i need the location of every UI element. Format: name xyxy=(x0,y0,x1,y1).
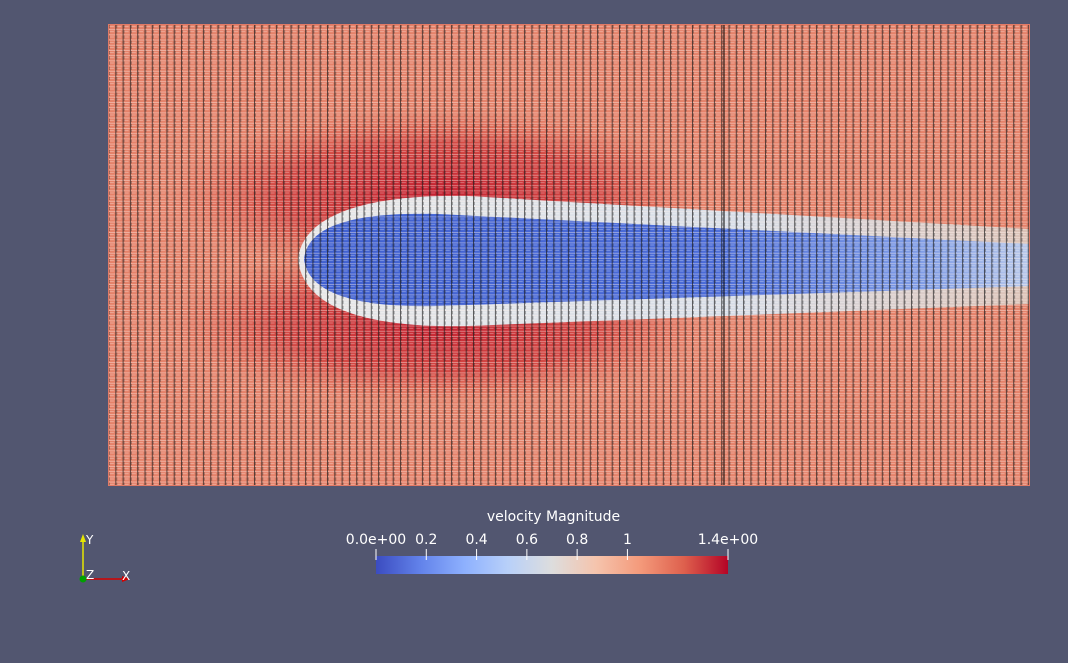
scalar-bar-title: velocity Magnitude xyxy=(486,509,621,525)
x-axis-arrow-icon xyxy=(122,576,130,582)
scalar-bar-tick-label: 0.4 xyxy=(465,532,487,548)
scalar-bar-ticks: 0.0e+00 0.2 0.4 0.6 0.8 1 1.4e+00 xyxy=(346,532,758,560)
domain-outline xyxy=(108,24,1030,486)
x-axis-label: X xyxy=(122,569,130,583)
scalar-bar-tick-label: 1 xyxy=(623,532,632,548)
y-axis-label: Y xyxy=(85,533,94,547)
scalar-bar-tick-label: 0.0e+00 xyxy=(346,532,406,548)
y-axis-arrow-icon xyxy=(80,534,86,542)
velocity-field-plot[interactable] xyxy=(108,24,1030,486)
velocity-field-svg xyxy=(108,24,1030,486)
z-axis-dot-icon xyxy=(79,575,87,583)
scalar-bar-tick-label: 0.6 xyxy=(516,532,538,548)
z-axis-label: Z xyxy=(86,568,94,582)
scalar-bar-tick-label: 1.4e+00 xyxy=(698,532,758,548)
orientation-axes: Y Z X xyxy=(72,530,142,590)
scalar-bar-gradient xyxy=(376,556,728,574)
scalar-bar[interactable]: velocity Magnitude 0.0e+00 0.2 0.4 0.6 0.8 1 1… xyxy=(330,508,780,578)
scalar-bar-svg: 0.0e+00 0.2 0.4 0.6 0.8 1 1.4e+00 xyxy=(346,532,758,574)
scalar-bar-tick-label: 0.8 xyxy=(566,532,588,548)
mesh-lines-vertical xyxy=(108,24,1030,486)
scalar-bar-tick-label: 0.2 xyxy=(415,532,437,548)
